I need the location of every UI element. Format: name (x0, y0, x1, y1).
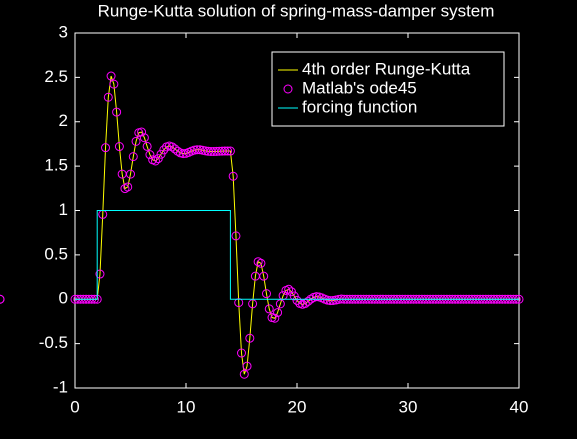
y-tick-label: 1.5 (44, 156, 68, 175)
data-point (220, 146, 230, 156)
y-tick-label: 2.5 (44, 67, 68, 86)
data-point (328, 295, 338, 305)
legend-label: 4th order Runge-Kutta (302, 59, 471, 78)
x-tick-label: 30 (399, 397, 418, 416)
chart-title: Runge-Kutta solution of spring-mass-damp… (98, 1, 495, 20)
data-point (153, 154, 163, 164)
data-point (275, 299, 285, 309)
data-point (248, 299, 258, 309)
data-point (101, 143, 111, 153)
data-point (137, 127, 147, 137)
data-point (156, 149, 166, 159)
data-point (270, 313, 280, 323)
y-tick-label: 0 (59, 289, 68, 308)
legend-label: Matlab's ode45 (302, 78, 417, 97)
y-tick-label: 2 (59, 111, 68, 130)
data-point (231, 231, 241, 241)
data-point (223, 146, 233, 156)
data-point (228, 171, 238, 181)
data-point (120, 184, 130, 194)
y-tick-label: -0.5 (39, 333, 68, 352)
data-point (145, 150, 155, 160)
data-point (311, 292, 321, 302)
data-point (167, 142, 177, 152)
data-point (112, 107, 122, 117)
data-point (139, 133, 149, 143)
data-point (237, 348, 246, 358)
data-point (131, 136, 141, 146)
data-point (126, 169, 135, 179)
data-point (178, 149, 188, 159)
data-line (75, 210, 519, 300)
data-point (173, 146, 183, 156)
data-point (109, 79, 119, 89)
x-tick-label: 10 (177, 397, 196, 416)
data-point (245, 333, 255, 343)
x-tick-label: 0 (70, 397, 79, 416)
data-point (0, 294, 5, 304)
data-point (256, 258, 266, 268)
legend-box (271, 51, 505, 127)
data-point (253, 257, 263, 267)
y-tick-label: 3 (59, 22, 68, 41)
data-point (261, 289, 271, 299)
y-tick-label: 1 (59, 200, 68, 219)
data-point (106, 71, 116, 81)
legend-label: forcing function (302, 97, 417, 116)
data-point (234, 298, 244, 308)
data-point (264, 304, 274, 314)
data-point (289, 291, 299, 301)
data-point (284, 284, 294, 294)
data-point (142, 141, 152, 151)
data-point (128, 152, 138, 162)
data-point (114, 142, 124, 152)
x-tick-label: 40 (510, 397, 529, 416)
data-point (273, 308, 283, 318)
data-point (259, 271, 269, 281)
y-tick-label: -1 (53, 377, 68, 396)
x-tick-label: 20 (288, 397, 307, 416)
data-point (150, 156, 160, 166)
data-point (103, 92, 113, 102)
data-point (239, 369, 249, 379)
data-point (123, 182, 133, 192)
data-point (286, 287, 296, 297)
data-point (242, 361, 252, 371)
data-point (195, 145, 205, 155)
data-point (225, 146, 235, 156)
y-tick-label: 0.5 (44, 244, 68, 263)
legend-marker (283, 84, 293, 94)
data-point (95, 269, 105, 279)
